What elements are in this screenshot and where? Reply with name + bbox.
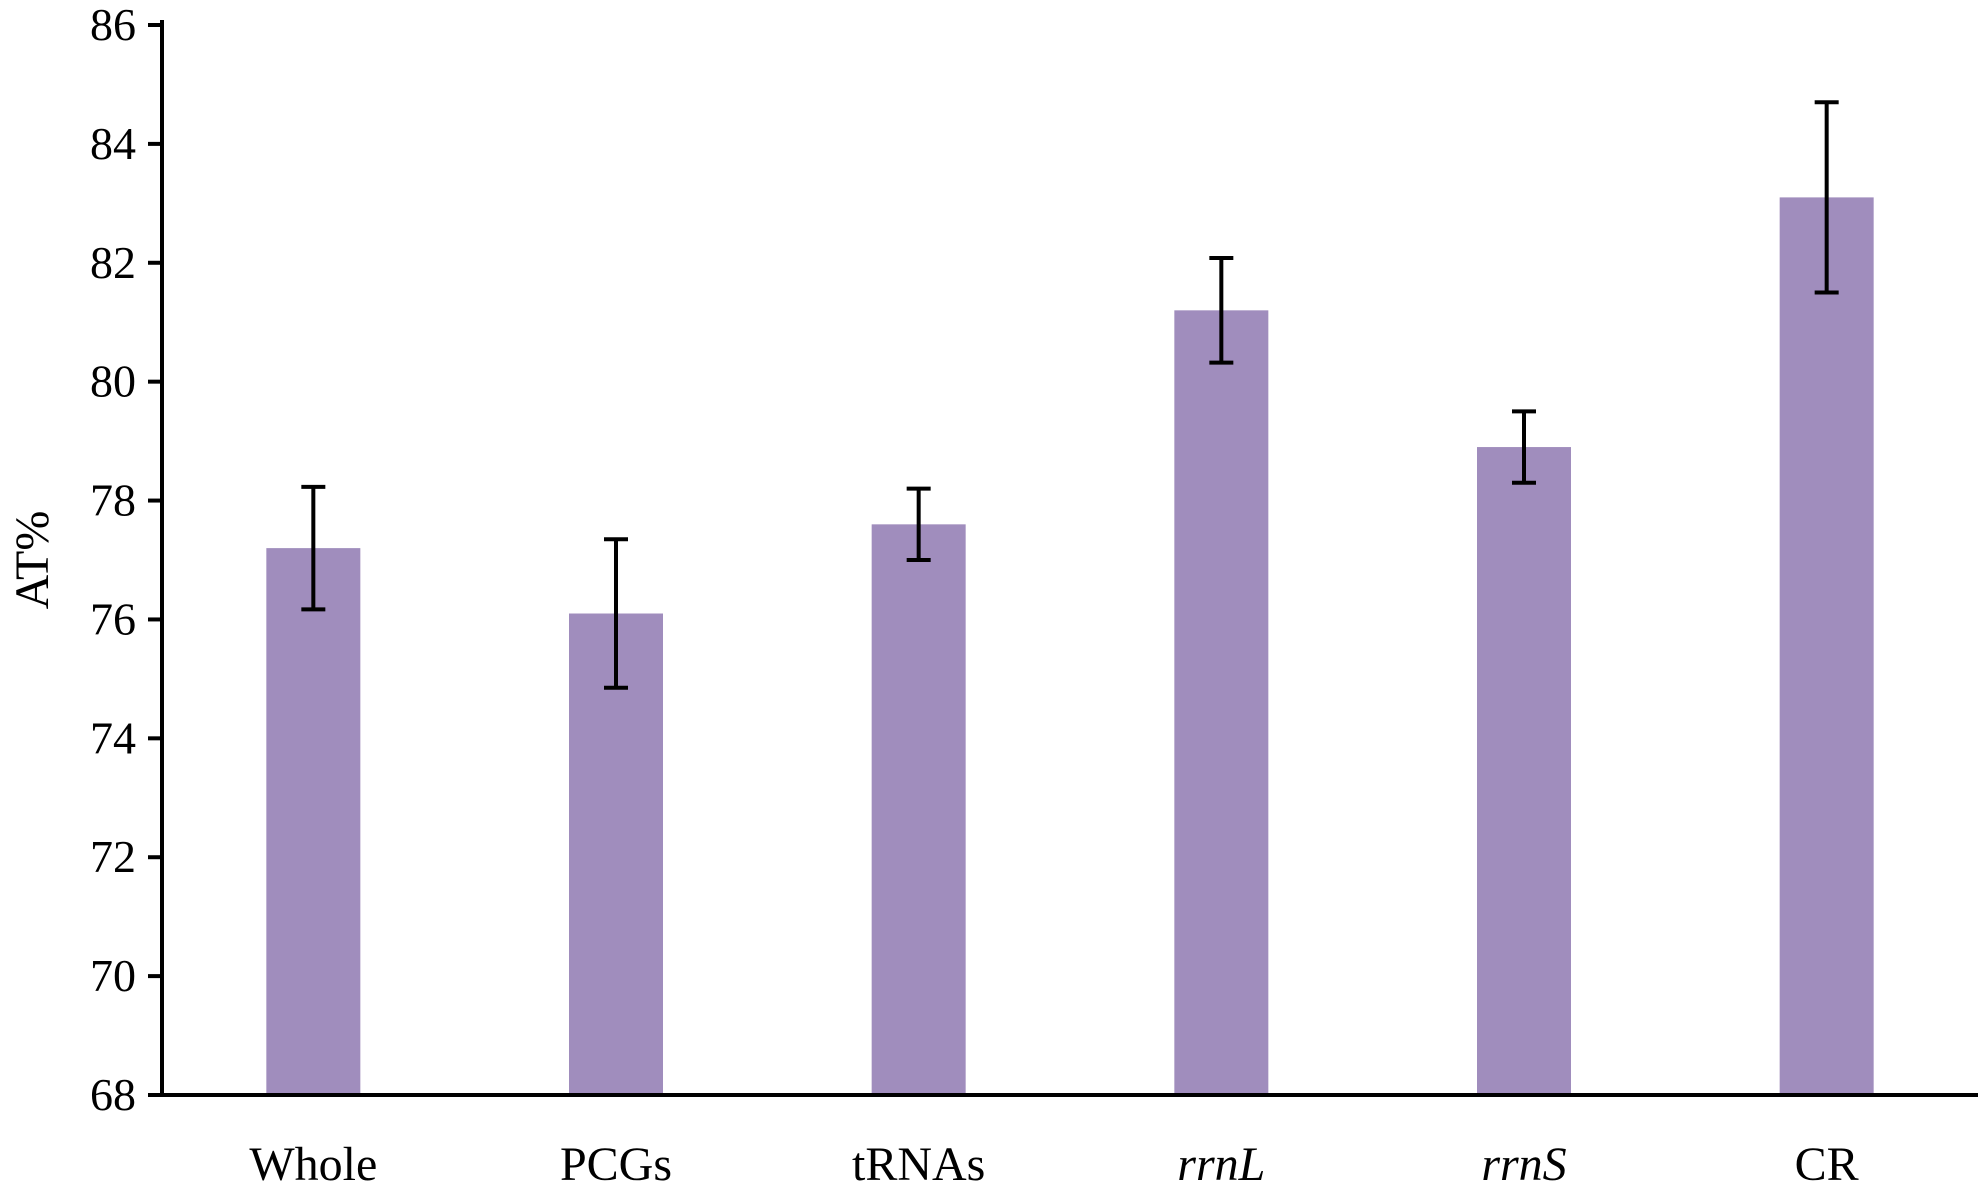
bars-group <box>266 197 1874 1095</box>
x-tick-label-Whole: Whole <box>249 1138 377 1191</box>
y-tick-label-78: 78 <box>90 475 136 526</box>
y-tick-label-68: 68 <box>90 1069 136 1120</box>
error-bar-rrnL <box>1209 256 1234 365</box>
axes-group <box>148 20 1978 1097</box>
y-tick-label-82: 82 <box>90 237 136 288</box>
bar-PCGs <box>569 613 663 1095</box>
y-tick-label-74: 74 <box>90 712 136 763</box>
bar-rrnL <box>1174 310 1269 1095</box>
bar-tRNAs <box>871 524 966 1095</box>
x-tick-label-CR: CR <box>1795 1138 1859 1191</box>
y-axis-title: AT% <box>6 511 59 610</box>
error-bar-rrnS <box>1512 409 1536 485</box>
error-bar-PCGs <box>604 537 628 690</box>
x-tick-label-tRNAs: tRNAs <box>852 1138 985 1191</box>
y-tick-labels: 68 70 72 74 76 78 80 82 84 86 <box>90 0 136 1120</box>
x-tick-label-PCGs: PCGs <box>560 1138 672 1191</box>
y-tick-label-80: 80 <box>90 356 136 407</box>
y-tick-label-72: 72 <box>90 831 136 882</box>
x-tick-label-rrnL: rrnL <box>1177 1138 1265 1191</box>
bar-CR <box>1779 197 1874 1095</box>
x-category-labels: Whole PCGs tRNAs rrnL rrnS CR <box>249 1138 1858 1191</box>
error-bar-Whole <box>301 484 326 612</box>
y-tick-label-70: 70 <box>90 950 136 1001</box>
bar-rrnS <box>1477 447 1571 1095</box>
bar-Whole <box>266 548 361 1095</box>
y-tick-label-86: 86 <box>90 0 136 50</box>
error-bar-CR <box>1814 100 1839 295</box>
x-tick-label-rrnS: rrnS <box>1481 1138 1566 1191</box>
y-tick-label-84: 84 <box>90 118 136 169</box>
error-bars-group <box>301 100 1839 690</box>
error-bar-tRNAs <box>906 486 931 562</box>
y-tick-label-76: 76 <box>90 593 136 644</box>
